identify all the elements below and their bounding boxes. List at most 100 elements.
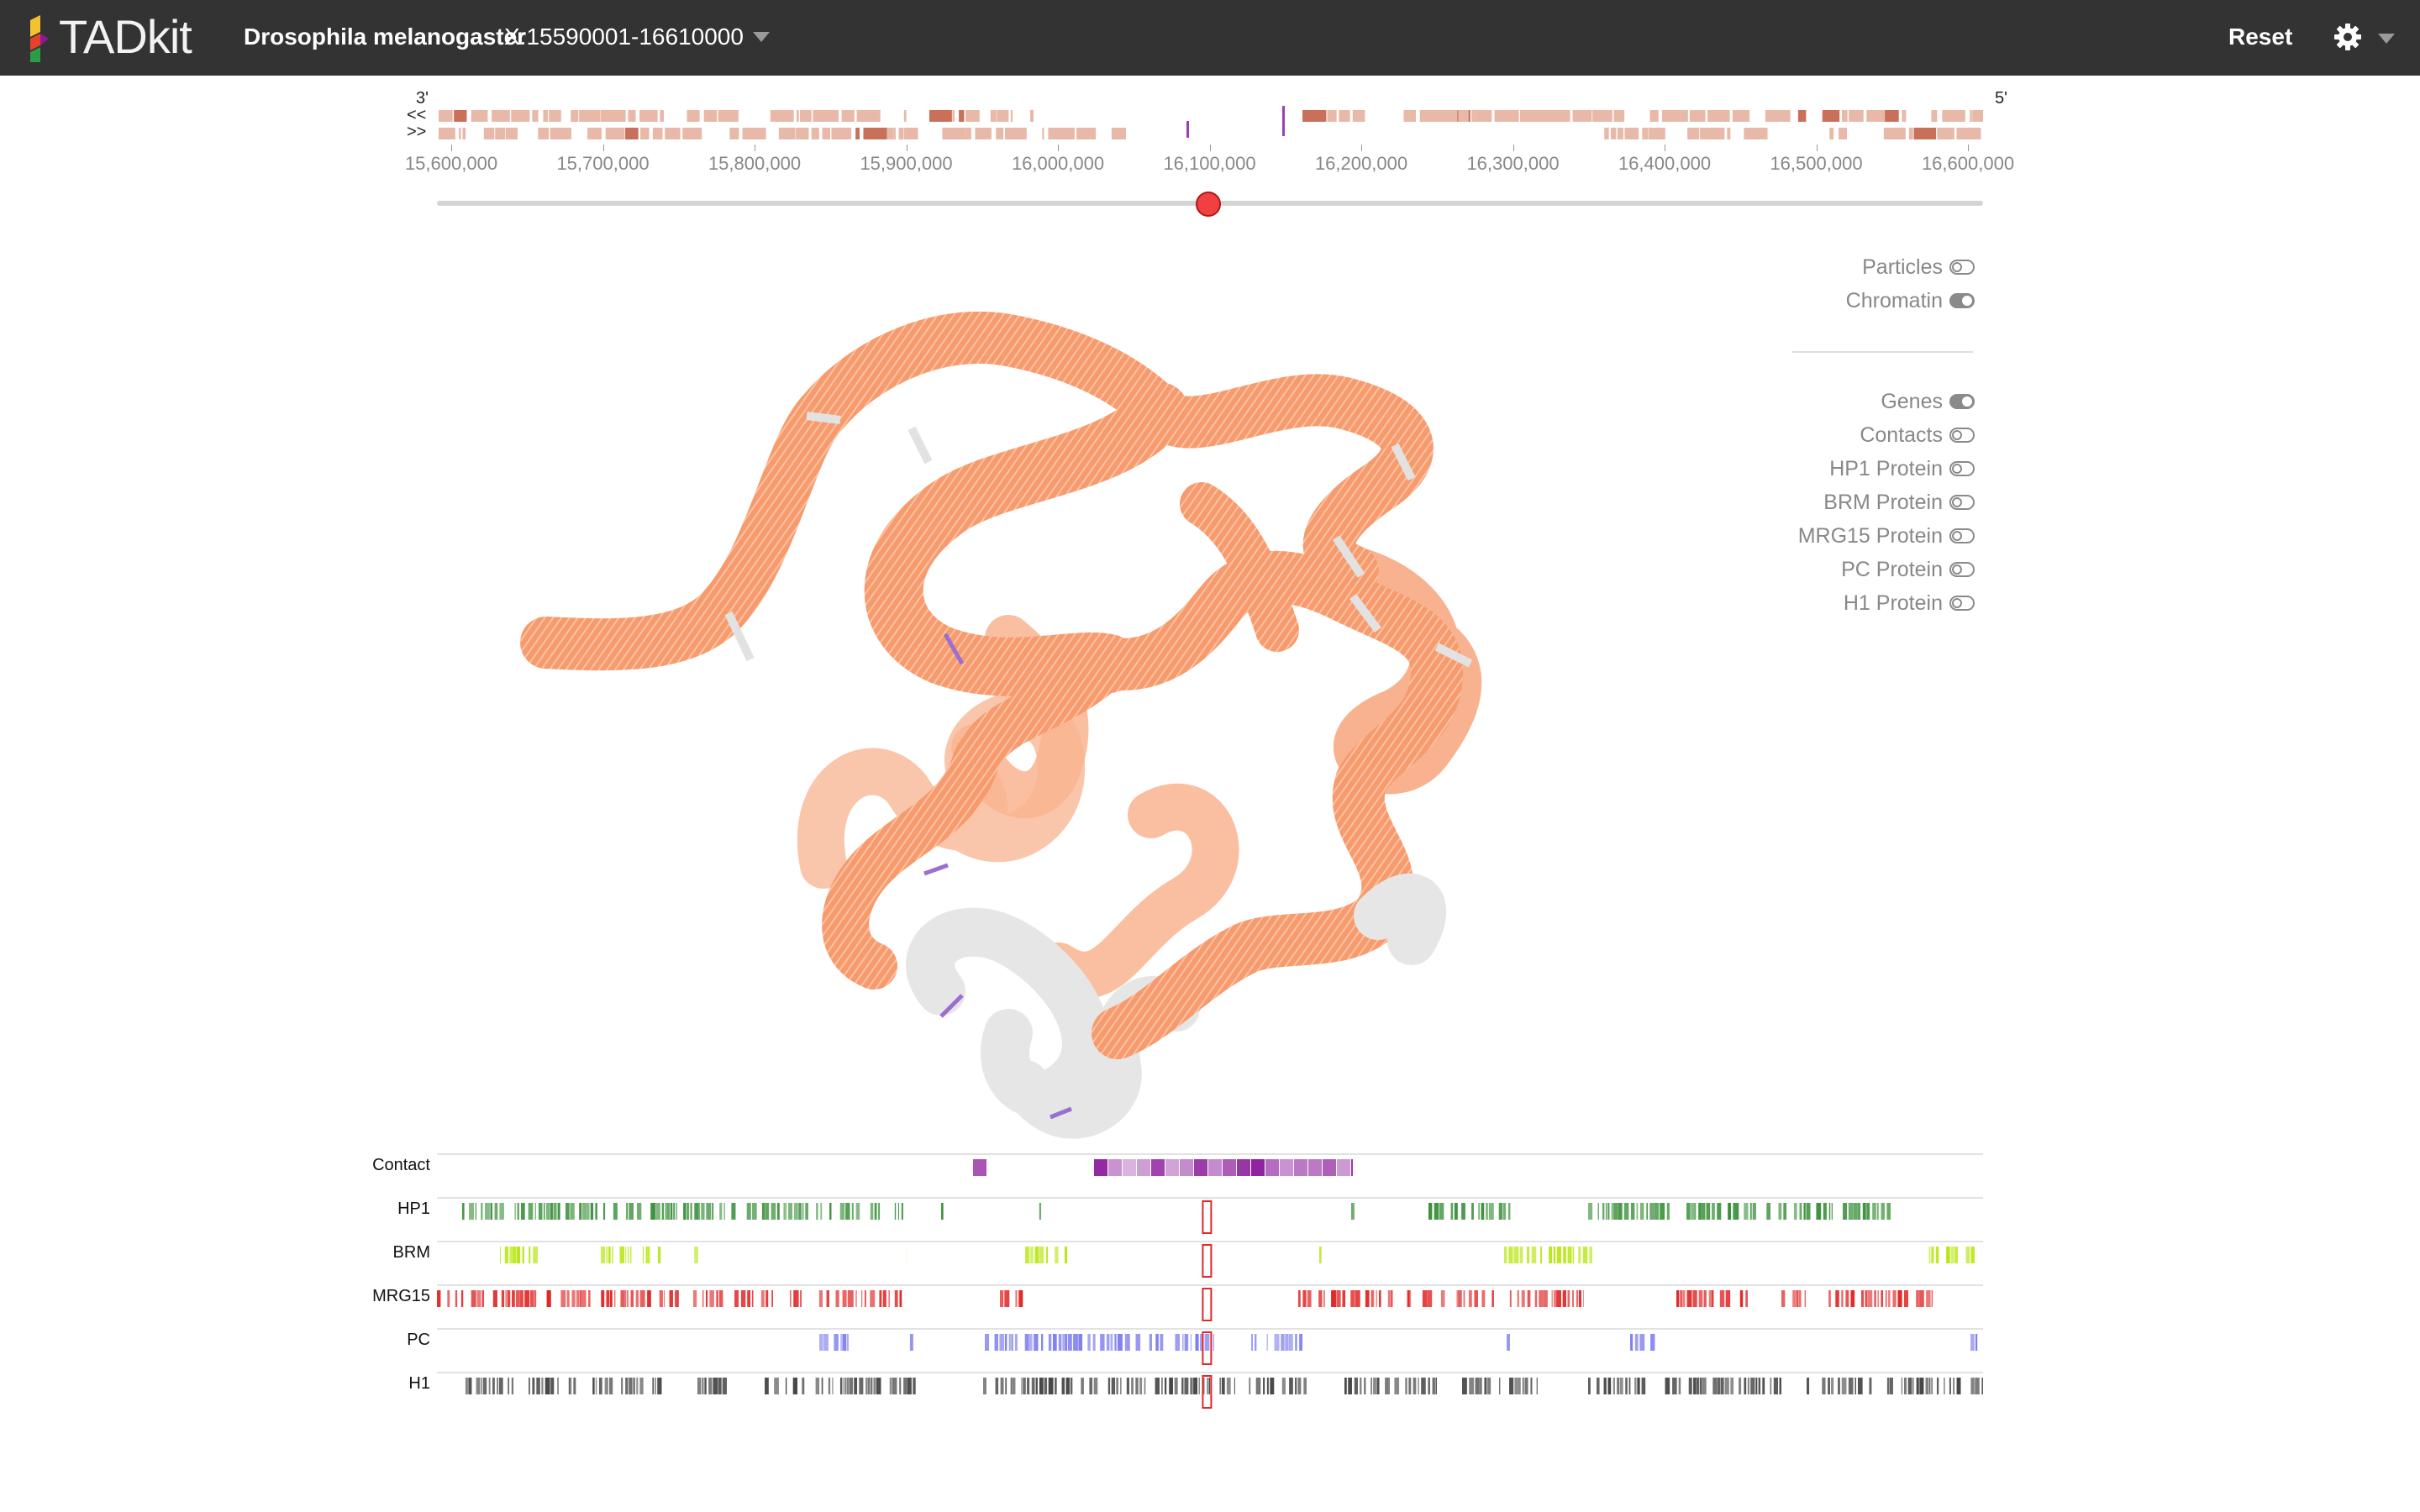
toggle-switch-icon[interactable]: [1949, 394, 1975, 409]
gene-block[interactable]: [1937, 128, 1954, 139]
chromatin-3d-model[interactable]: [471, 277, 1563, 1142]
layer-toggle-pc-protein[interactable]: PC Protein: [1841, 557, 1975, 582]
gene-block[interactable]: [1822, 110, 1840, 122]
gene-block[interactable]: [1732, 110, 1750, 122]
gene-block[interactable]: [660, 110, 665, 122]
gene-block[interactable]: [856, 110, 881, 122]
gene-block[interactable]: [718, 110, 739, 122]
gene-block[interactable]: [1649, 110, 1659, 122]
gene-block[interactable]: [965, 110, 980, 122]
gene-block[interactable]: [483, 128, 495, 139]
gene-block[interactable]: [1866, 110, 1886, 122]
gene-block[interactable]: [965, 128, 971, 139]
gene-block[interactable]: [1352, 110, 1365, 122]
gene-block[interactable]: [811, 128, 819, 139]
chevron-down-icon[interactable]: [753, 32, 770, 42]
reset-button[interactable]: Reset: [2228, 24, 2293, 50]
gene-block[interactable]: [1592, 110, 1612, 122]
gene-block[interactable]: [1617, 128, 1623, 139]
gene-block[interactable]: [505, 128, 518, 139]
gene-block[interactable]: [1428, 110, 1436, 122]
gene-block[interactable]: [1970, 110, 1972, 122]
gene-block[interactable]: [729, 128, 739, 139]
gene-block[interactable]: [1839, 128, 1848, 139]
gene-block[interactable]: [1535, 110, 1559, 122]
gene-block[interactable]: [549, 110, 561, 122]
gene-block[interactable]: [770, 110, 794, 122]
gene-block[interactable]: [1689, 110, 1706, 122]
gene-block[interactable]: [796, 110, 799, 122]
gene-block[interactable]: [942, 128, 966, 139]
gene-block[interactable]: [532, 110, 539, 122]
gene-block[interactable]: [841, 110, 855, 122]
toggle-switch-icon[interactable]: [1949, 260, 1975, 275]
gene-block[interactable]: [990, 110, 997, 122]
gene-block[interactable]: [863, 128, 887, 139]
gene-block[interactable]: [1610, 128, 1617, 139]
gear-icon[interactable]: [2333, 22, 2363, 52]
gene-block[interactable]: [886, 128, 894, 139]
layer-toggle-particles[interactable]: Particles: [1862, 255, 1975, 280]
gene-block[interactable]: [1642, 128, 1649, 139]
gene-block[interactable]: [682, 128, 702, 139]
gene-block[interactable]: [1744, 128, 1768, 139]
gene-block[interactable]: [1687, 128, 1700, 139]
gene-block[interactable]: [997, 110, 1009, 122]
gene-block[interactable]: [855, 128, 860, 139]
gene-block[interactable]: [703, 110, 718, 122]
gene-block[interactable]: [1339, 110, 1350, 122]
layer-toggle-mrg15-protein[interactable]: MRG15 Protein: [1798, 523, 1975, 549]
gene-block[interactable]: [796, 128, 809, 139]
gene-block[interactable]: [1004, 128, 1027, 139]
gene-block[interactable]: [571, 110, 579, 122]
gene-block[interactable]: [1913, 128, 1937, 139]
gene-block[interactable]: [1476, 110, 1489, 122]
gene-block[interactable]: [459, 128, 461, 139]
gene-block[interactable]: [996, 128, 1004, 139]
gene-block[interactable]: [929, 110, 952, 122]
gene-block[interactable]: [903, 110, 907, 122]
gene-block[interactable]: [1649, 128, 1665, 139]
layer-toggle-hp1-protein[interactable]: HP1 Protein: [1829, 456, 1975, 481]
gene-block[interactable]: [625, 128, 639, 139]
gene-block[interactable]: [1048, 128, 1075, 139]
gene-block[interactable]: [1972, 110, 1983, 122]
layer-toggle-contacts[interactable]: Contacts: [1860, 423, 1975, 448]
toggle-switch-icon[interactable]: [1949, 562, 1975, 577]
gene-block[interactable]: [495, 128, 506, 139]
region-selector[interactable]: X:15590001-16610000: [504, 24, 744, 50]
layer-toggle-brm-protein[interactable]: BRM Protein: [1823, 490, 1975, 515]
gene-block[interactable]: [1440, 110, 1458, 122]
gene-block[interactable]: [1488, 110, 1492, 122]
gene-block[interactable]: [1030, 110, 1034, 122]
gene-block[interactable]: [1931, 110, 1938, 122]
gene-block[interactable]: [903, 128, 918, 139]
gene-block[interactable]: [1076, 128, 1097, 139]
gene-block[interactable]: [492, 110, 510, 122]
gene-block[interactable]: [600, 110, 626, 122]
gene-block[interactable]: [1327, 110, 1337, 122]
gene-block[interactable]: [1707, 110, 1730, 122]
gene-block[interactable]: [799, 110, 812, 122]
gene-block[interactable]: [1403, 110, 1416, 122]
gene-block[interactable]: [439, 110, 453, 122]
gene-block[interactable]: [1471, 110, 1476, 122]
gene-block[interactable]: [1494, 110, 1519, 122]
toggle-switch-icon[interactable]: [1949, 461, 1975, 476]
gene-block[interactable]: [959, 110, 965, 122]
gene-block[interactable]: [742, 128, 766, 139]
gene-block[interactable]: [1700, 128, 1725, 139]
position-slider-handle[interactable]: [1196, 192, 1222, 217]
gene-block[interactable]: [1885, 110, 1899, 122]
gene-highlight[interactable]: [1186, 121, 1189, 138]
gene-block[interactable]: [1841, 110, 1848, 122]
gene-block[interactable]: [952, 110, 955, 122]
gene-block[interactable]: [1458, 110, 1469, 122]
tadkit-logo-icon[interactable]: [24, 13, 74, 64]
gene-block[interactable]: [454, 110, 467, 122]
gene-block[interactable]: [1956, 128, 1981, 139]
layer-toggle-genes[interactable]: Genes: [1881, 389, 1975, 414]
gene-block[interactable]: [640, 128, 650, 139]
gene-block[interactable]: [439, 128, 455, 139]
gene-block[interactable]: [628, 110, 636, 122]
